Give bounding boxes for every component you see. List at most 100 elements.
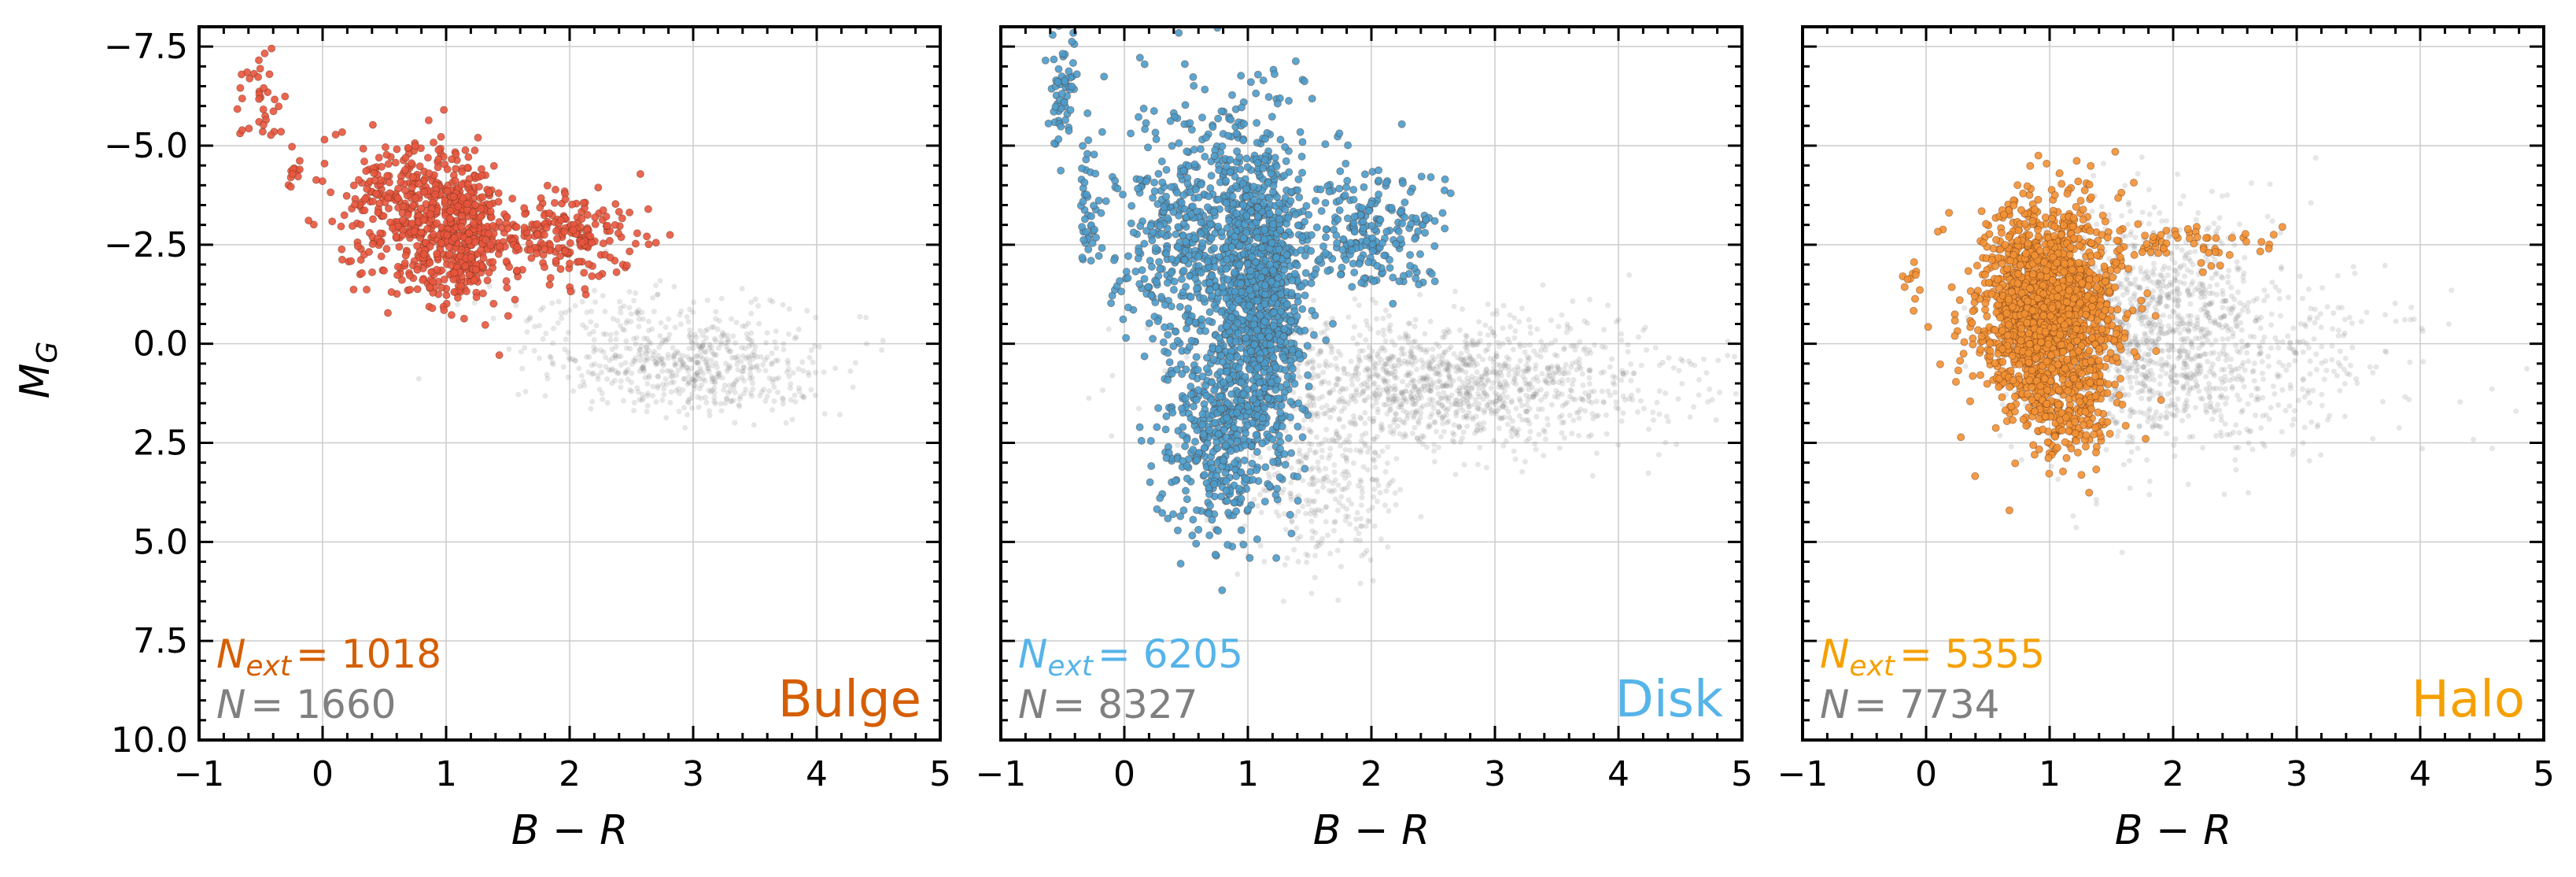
data-point [1489,410,1494,416]
data-point [1290,379,1299,388]
data-point [1318,330,1324,336]
data-point [747,336,753,342]
data-point [1110,256,1119,265]
data-point [1664,413,1670,420]
data-point [1357,414,1364,420]
data-point [617,298,623,305]
y-tick-label: −7.5 [104,27,188,67]
data-point [1430,379,1437,386]
data-point [1441,383,1447,389]
data-point [505,263,514,272]
data-point [1327,452,1333,458]
data-point [696,376,703,382]
data-point [1371,390,1377,397]
data-point [606,367,612,373]
data-point [265,70,274,79]
data-point [1300,477,1306,483]
data-point [393,194,402,202]
data-point [400,165,409,174]
data-point [1313,544,1319,550]
data-point [1372,366,1378,372]
data-point [763,339,769,346]
data-point [1534,326,1541,332]
data-point [453,294,462,302]
data-point [1388,386,1394,392]
data-point [662,376,669,382]
data-point [1178,275,1187,283]
data-point [1332,477,1338,483]
data-point [1276,307,1285,316]
data-point [1449,401,1455,408]
data-point [589,371,596,377]
data-point [670,373,676,379]
data-point [1476,401,1482,407]
data-point [726,383,733,389]
data-point [1370,476,1375,483]
data-point [724,396,730,402]
data-point [1340,503,1346,509]
data-point [1340,453,1346,459]
data-point [644,335,650,342]
data-point [236,83,245,92]
data-point [584,353,589,360]
data-point [566,355,572,361]
data-point [1484,393,1490,399]
data-point [1390,431,1397,437]
data-point [1339,471,1345,477]
data-point [1187,209,1196,218]
data-point [1445,327,1451,333]
data-point [702,378,708,384]
data-point [1239,201,1248,209]
data-point [1540,343,1546,350]
data-point [731,384,737,390]
data-point [1386,383,1392,390]
data-point [245,124,253,133]
data-point [1105,326,1112,332]
data-point [725,346,731,353]
data-point [749,393,755,399]
data-point [478,172,486,180]
data-point [721,333,727,339]
data-point [1362,398,1368,404]
data-point [556,216,565,224]
data-point [1382,307,1389,313]
data-point [1385,389,1391,395]
data-point [749,380,755,387]
data-point [561,195,570,204]
data-point [796,388,803,394]
data-point [392,233,400,242]
data-point [736,396,743,402]
data-point [1460,357,1466,364]
data-point [1631,370,1637,376]
data-point [751,422,757,428]
data-point [527,314,533,320]
data-point [1587,368,1593,374]
data-point [606,253,614,261]
data-point [1474,339,1481,346]
data-point [496,242,504,251]
data-point [1323,473,1330,479]
data-point [1618,377,1625,383]
data-point [1593,398,1600,405]
data-point [618,309,624,316]
data-point [692,378,698,384]
data-point [1399,351,1404,357]
data-point [1610,379,1616,386]
data-point [710,324,717,330]
data-point [1452,397,1459,403]
data-point [1297,447,1303,453]
data-point [1356,302,1362,309]
x-tick-label: 5 [929,754,951,794]
data-point [1508,324,1513,330]
data-point [613,330,619,336]
data-point [584,309,590,316]
data-point [1398,404,1404,410]
data-point [259,120,268,129]
data-point [1502,364,1508,371]
data-point [1381,376,1387,382]
data-point [1358,479,1364,485]
data-point [633,229,641,238]
data-point [1481,390,1487,397]
data-point [452,150,460,158]
data-point [1187,125,1196,134]
